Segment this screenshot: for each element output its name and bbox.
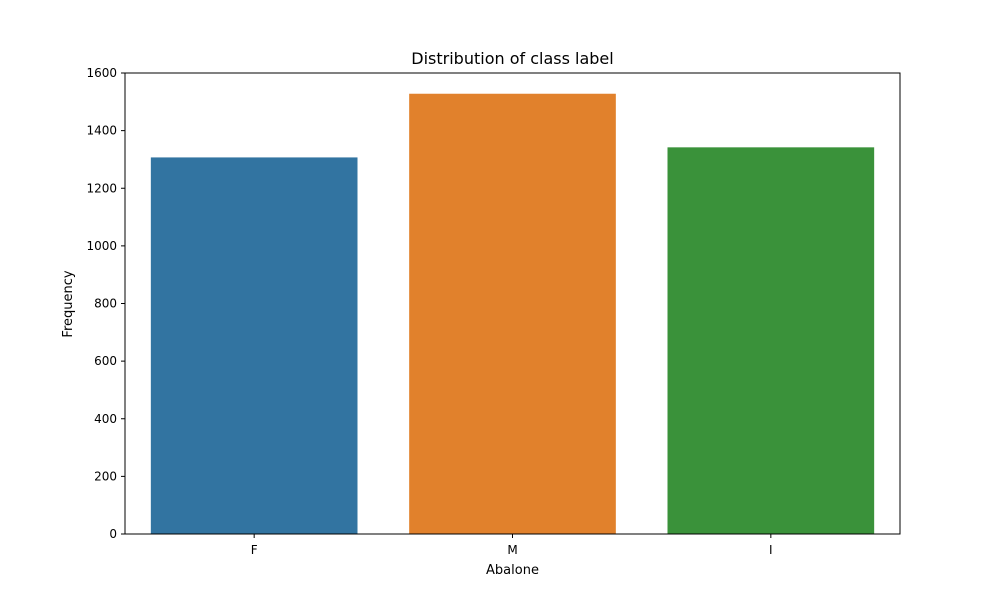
bars-layer (150, 93, 875, 535)
chart-title: Distribution of class label (411, 49, 613, 68)
y-tick-label: 0 (109, 527, 117, 541)
ticks-layer: F M I 0 200 400 600 800 1000 1200 1400 1600 (86, 66, 772, 557)
x-tick-label: I (769, 543, 773, 557)
y-tick-label: 1000 (86, 239, 117, 253)
bar-M (409, 93, 616, 535)
y-tick-label: 1200 (86, 181, 117, 195)
y-tick-label: 800 (94, 297, 117, 311)
plot-area-frame (124, 72, 901, 535)
y-tick-label: 1600 (86, 66, 117, 80)
x-tick-label: F (251, 543, 258, 557)
x-tick-label: M (507, 543, 517, 557)
bar-F (150, 157, 358, 534)
bar-I (667, 147, 875, 534)
y-tick-label: 1400 (86, 124, 117, 138)
y-axis-label: Frequency (61, 270, 76, 337)
x-axis-label: Abalone (486, 563, 539, 578)
y-tick-label: 400 (94, 412, 117, 426)
y-tick-label: 200 (94, 469, 117, 483)
y-tick-label: 600 (94, 354, 117, 368)
